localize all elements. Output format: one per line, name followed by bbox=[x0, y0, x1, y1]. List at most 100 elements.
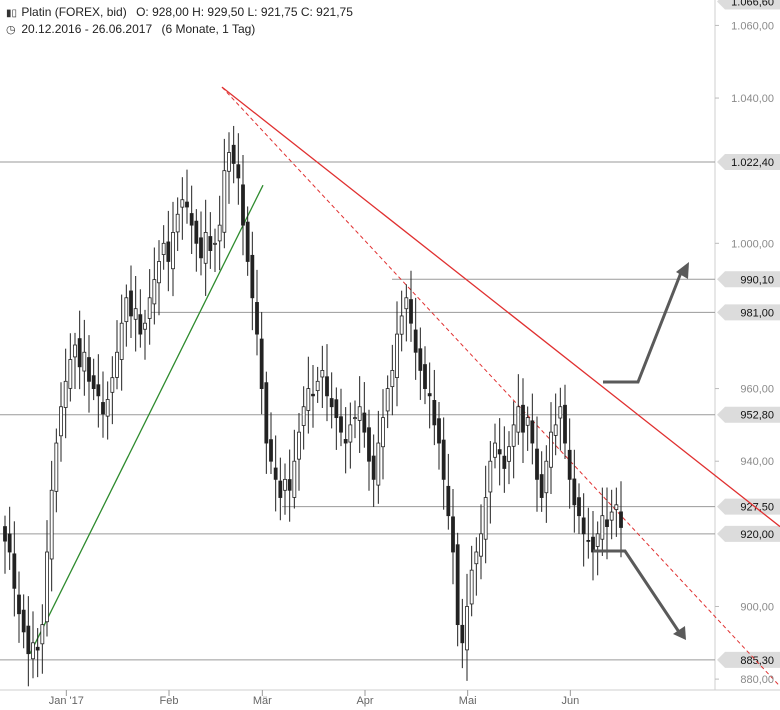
price-level-tag bbox=[717, 498, 780, 515]
candle-body bbox=[493, 442, 497, 458]
clock-icon: ◷ bbox=[6, 24, 16, 36]
candle-body bbox=[133, 308, 138, 320]
down-arrow bbox=[593, 549, 681, 633]
candle-body bbox=[535, 448, 539, 480]
candle-body bbox=[619, 511, 623, 528]
candle-body bbox=[143, 322, 147, 330]
candle-body bbox=[581, 517, 586, 535]
price-level-label: 885,30 bbox=[740, 655, 774, 667]
candle-body bbox=[315, 380, 320, 392]
candle-body bbox=[455, 544, 460, 626]
y-axis: 1.060,00 1.040,00 1.000,00 960,00 940,00 900,… bbox=[715, 20, 774, 686]
candle-body bbox=[138, 314, 143, 335]
candle-body bbox=[175, 213, 180, 233]
candle-body bbox=[609, 511, 614, 521]
uptrend-line bbox=[29, 184, 264, 654]
x-axis: Jan '17 Feb Mär Apr Mai Jun bbox=[49, 690, 579, 707]
candle-body bbox=[21, 609, 26, 633]
candle-body bbox=[423, 364, 427, 389]
candle-body bbox=[283, 478, 287, 491]
candle-body bbox=[180, 199, 185, 208]
candle-body bbox=[614, 504, 619, 510]
candle-body bbox=[311, 393, 315, 397]
candle-body bbox=[511, 424, 516, 447]
price-level-tag bbox=[717, 304, 780, 321]
chart-header-instrument: ▮▯ Platin (FOREX, bid) O: 928,00 H: 929,… bbox=[6, 5, 353, 19]
candle-body bbox=[250, 254, 255, 299]
candle-body bbox=[203, 232, 208, 264]
candle-body bbox=[110, 377, 115, 393]
candle-body bbox=[297, 431, 301, 460]
candle-body bbox=[544, 460, 549, 494]
candle-body bbox=[427, 393, 432, 397]
candle-body bbox=[115, 351, 119, 378]
candle-body bbox=[572, 478, 577, 506]
candle-body bbox=[7, 533, 12, 553]
candle-body bbox=[87, 357, 91, 382]
candle-body bbox=[26, 625, 31, 655]
candle-body bbox=[418, 348, 423, 371]
candle-body bbox=[348, 424, 353, 443]
candle-body bbox=[320, 370, 325, 378]
candle-body bbox=[600, 515, 605, 540]
candle-body bbox=[446, 485, 451, 517]
candle-body bbox=[194, 220, 199, 244]
candle-body bbox=[157, 261, 161, 284]
candle-body bbox=[152, 279, 157, 305]
candle-body bbox=[563, 404, 567, 444]
candle-body bbox=[119, 322, 124, 360]
candle-body bbox=[460, 624, 465, 644]
candle-body bbox=[77, 338, 82, 368]
downtrend-channel-dashed bbox=[221, 86, 780, 687]
candle-body bbox=[40, 624, 45, 645]
price-level-tag bbox=[717, 525, 780, 542]
price-level-label: 952,80 bbox=[740, 410, 774, 422]
candle-body bbox=[287, 479, 292, 491]
candle-body bbox=[586, 540, 591, 542]
candle-body bbox=[101, 402, 105, 415]
candle-body bbox=[367, 427, 371, 462]
candles bbox=[3, 125, 623, 687]
y-tick-label: 960,00 bbox=[740, 384, 774, 396]
candle-body bbox=[404, 297, 409, 310]
x-tick-label: Jun bbox=[561, 695, 579, 707]
x-tick-label: Jan '17 bbox=[49, 695, 84, 707]
candle-body bbox=[17, 594, 21, 615]
x-tick-label: Feb bbox=[160, 695, 179, 707]
candle-body bbox=[213, 242, 217, 245]
candle-body bbox=[549, 431, 553, 468]
candle-body bbox=[451, 516, 455, 553]
candle-body bbox=[521, 404, 525, 433]
candle-body bbox=[479, 533, 483, 557]
candle-body bbox=[306, 388, 311, 411]
candle-body bbox=[413, 329, 418, 353]
chart-grid bbox=[0, 0, 780, 691]
candle-body bbox=[381, 417, 385, 448]
y-tick-label: 1.060,00 bbox=[731, 20, 774, 32]
candle-body bbox=[105, 399, 110, 417]
candle-body bbox=[409, 299, 413, 324]
candle-body bbox=[390, 370, 395, 388]
price-level-tag bbox=[717, 0, 780, 10]
candle-body bbox=[357, 406, 362, 421]
candle-body bbox=[376, 442, 381, 486]
price-level-label: 1.022,40 bbox=[731, 157, 774, 169]
candle-body bbox=[236, 164, 241, 179]
candlestick-icon: ▮▯ bbox=[6, 8, 18, 19]
downtrend-line bbox=[221, 86, 780, 528]
candle-body bbox=[539, 474, 544, 498]
price-level-label: 990,10 bbox=[740, 274, 774, 286]
candle-body bbox=[530, 420, 535, 444]
candle-body bbox=[339, 416, 343, 433]
candle-body bbox=[474, 551, 479, 565]
candle-body bbox=[124, 297, 129, 323]
chart-header-range: ◷ 20.12.2016 - 26.06.2017 (6 Monate, 1 T… bbox=[6, 22, 255, 36]
trend-lines bbox=[29, 86, 780, 687]
candle-body bbox=[577, 497, 581, 517]
candle-body bbox=[371, 455, 376, 480]
instrument-name: Platin (FOREX, bid) bbox=[21, 5, 127, 19]
period-info: (6 Monate, 1 Tag) bbox=[161, 22, 256, 36]
candle-body bbox=[96, 384, 101, 397]
candle-body bbox=[469, 569, 474, 605]
